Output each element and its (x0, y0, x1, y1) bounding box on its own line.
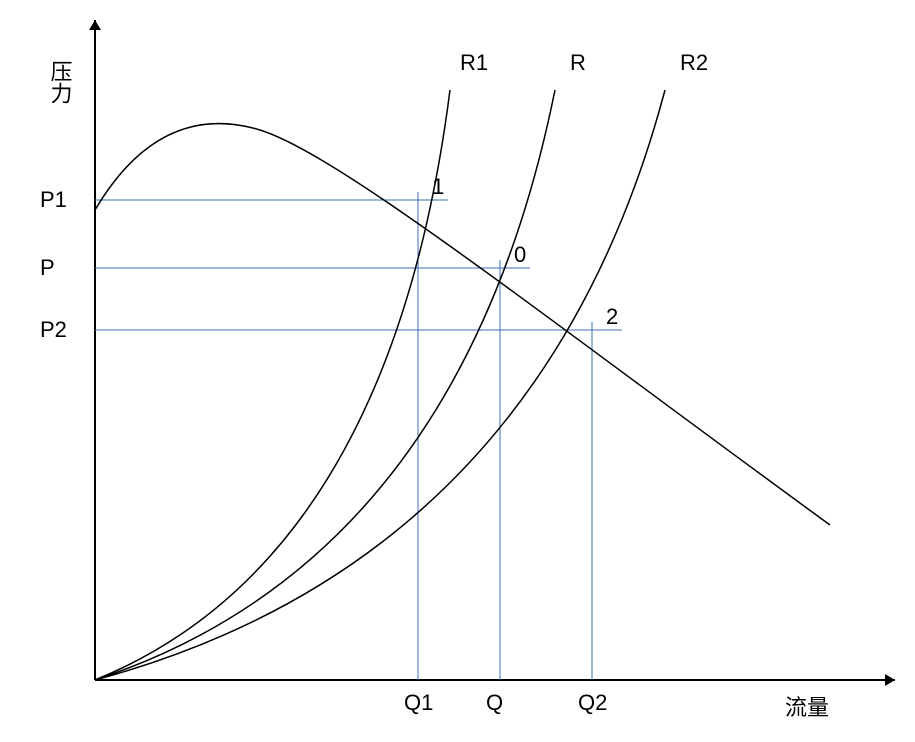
diagram-svg: 压力流量 P1 P P2 Q1 Q Q2 1 0 2 R1 R R2 (0, 0, 915, 742)
fan-performance-curve (95, 124, 830, 525)
pump-curve-diagram: 压力流量 P1 P P2 Q1 Q Q2 1 0 2 R1 R R2 (0, 0, 915, 742)
x-axis-label: 流量 (785, 695, 829, 720)
resistance-label-R2: R2 (680, 50, 708, 75)
x-tick-Q: Q (486, 690, 503, 715)
y-tick-P1: P1 (40, 187, 67, 212)
y-tick-P: P (40, 255, 55, 280)
resistance-curve-R1 (95, 90, 450, 680)
resistance-label-R1: R1 (460, 50, 488, 75)
y-axis-label: 压力 (48, 60, 73, 104)
y-tick-P2: P2 (40, 317, 67, 342)
resistance-curve-R (95, 90, 555, 680)
resistance-curve-R2 (95, 90, 665, 680)
x-tick-Q2: Q2 (578, 690, 607, 715)
x-tick-Q1: Q1 (404, 690, 433, 715)
x-axis-arrow (885, 674, 895, 686)
point-label-pt2: 2 (606, 304, 618, 329)
resistance-label-R: R (570, 50, 586, 75)
point-label-pt0: 0 (514, 242, 526, 267)
y-axis-arrow (89, 20, 101, 30)
point-label-pt1: 1 (432, 174, 444, 199)
